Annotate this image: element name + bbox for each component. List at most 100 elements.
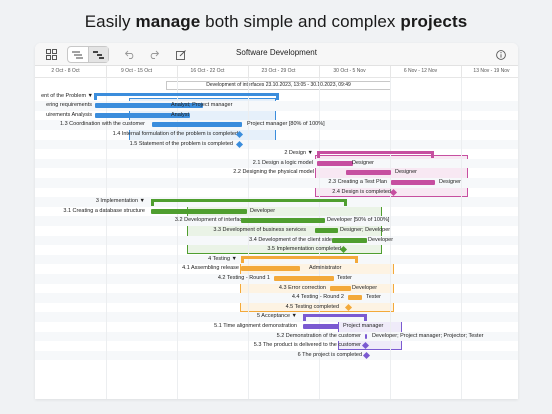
task-label[interactable]: 3.5 Implementation completed [267,246,341,253]
week-label: 13 Nov - 19 Nov [473,68,510,74]
task-bar[interactable] [330,285,351,291]
task-label[interactable]: 5.1 Time alignment demonstration [214,322,297,329]
summary-bar[interactable] [303,313,367,321]
headline-bold-1: manage [135,12,201,31]
task-label[interactable]: 1.4 Internal formulation of the problem … [112,130,238,137]
week-gridline [390,78,391,399]
week-gridline [177,78,178,399]
resource-label: Tester [366,294,381,301]
row-stripe [35,235,518,246]
task-label[interactable]: 6 The project is completed [297,351,362,358]
week-separator [177,66,178,78]
week-label: 6 Nov - 12 Nov [403,68,438,74]
summary-bar[interactable] [241,256,358,264]
task-bar[interactable] [151,208,247,214]
gantt-view-icon[interactable] [87,47,108,62]
task-label[interactable]: ent of the Problem ▼ [41,92,93,99]
row-stripe [35,350,518,361]
task-label[interactable]: 4.1 Assembling release [182,265,239,272]
task-bar[interactable] [315,227,338,233]
row-stripe [35,101,518,111]
task-label[interactable]: 2.3 Creating a Test Plan [328,178,387,185]
row-stripe [35,197,518,207]
task-label[interactable]: 2.2 Designing the physical model [233,169,314,176]
task-label[interactable]: 2 Design ▼ [284,150,313,157]
info-icon[interactable] [494,47,508,62]
task-bar[interactable] [391,179,435,185]
week-gridline [248,78,249,399]
task-bar[interactable] [152,122,242,128]
week-gridline [461,78,462,399]
app-window: Software Development 2 Oct - 8 Oct 9 Oct … [35,43,518,399]
task-bar[interactable] [241,266,300,272]
resource-label: Developer [250,207,276,214]
task-label[interactable]: 3.2 Development of interfaces [174,217,248,224]
week-separator [390,66,391,78]
resource-label: Developer [50% of 100%] [327,217,390,224]
week-gridline [319,78,320,399]
week-label: 2 Oct - 8 Oct [51,68,80,74]
task-label[interactable]: 3.4 Development of the client side [249,236,332,243]
task-tooltip: Development of interfaces 23.10.2023, 13… [166,81,391,90]
resource-label: Project manager [343,322,384,329]
summary-bar[interactable] [94,93,279,100]
task-label[interactable]: 4.4 Testing - Round 2 [291,294,344,301]
week-label: 30 Oct - 5 Nov [333,68,366,74]
undo-icon[interactable] [123,47,137,62]
gantt-chart: Development of interfaces 23.10.2023, 13… [35,78,518,399]
task-bar[interactable] [348,295,362,301]
headline-bold-2: projects [400,12,468,31]
task-bar[interactable] [332,237,367,243]
resource-label: Developer; Project manager; Projector; T… [372,332,484,339]
task-label[interactable]: 3 Implementation ▼ [95,198,145,205]
task-bar[interactable] [317,160,353,166]
row-stripe [35,139,518,150]
row-stripe [35,177,518,188]
task-label[interactable]: 4 Testing ▼ [208,255,237,262]
week-separator [248,66,249,78]
task-bar[interactable] [241,218,325,224]
task-label[interactable]: 5.3 The product is delivered to the cust… [253,342,361,349]
summary-bar[interactable] [151,198,347,206]
task-label[interactable]: uirements Analysis [46,111,92,118]
list-view-icon[interactable] [68,47,88,62]
week-label: 16 Oct - 22 Oct [190,68,225,74]
resource-label: Designer [395,169,418,176]
task-bar[interactable] [365,333,367,339]
task-label[interactable]: 1.5 Statement of the problem is complete… [129,140,233,147]
task-label[interactable]: 3.1 Creating a database structure [63,207,145,214]
task-label[interactable]: 4.2 Testing - Round 1 [217,274,270,281]
resource-label: Tester [337,274,352,281]
task-label[interactable]: ering requirements [46,102,92,109]
grid-icon[interactable] [44,47,58,62]
redo-icon[interactable] [147,47,161,62]
headline-text-1: Easily [84,12,136,31]
task-label[interactable]: 4.3 Error correction [278,284,326,291]
task-bar[interactable] [303,323,339,329]
week-separator [461,66,462,78]
resource-label: Analyst [171,111,190,118]
task-label[interactable]: 2.4 Design is completed [332,188,391,195]
task-label[interactable]: 1.3 Coordination with the customer [60,121,145,128]
task-label[interactable]: 3.3 Development of business services [213,226,306,233]
row-stripe [35,158,518,169]
task-label[interactable]: 5 Acceptance ▼ [257,313,297,320]
week-separator [319,66,320,78]
headline-text-2: both simple and complex [200,12,401,31]
row-stripe [35,312,518,322]
task-label[interactable]: 5.2 Demonstration of the customer [276,332,361,339]
week-gridline [106,78,107,399]
task-bar[interactable] [95,103,203,109]
task-bar[interactable] [95,112,190,118]
resource-label: Designer [352,159,375,166]
headline: Easily manage both simple and complex pr… [0,12,552,32]
resource-label: Administrator [309,265,342,272]
task-label[interactable]: 2.1 Design a logic model [252,159,313,166]
edit-icon[interactable] [174,47,188,62]
view-toggle[interactable] [67,46,109,63]
summary-bar[interactable] [317,150,434,158]
task-label[interactable]: 4.5 Testing completed [285,303,339,310]
task-bar[interactable] [274,275,334,281]
task-bar[interactable] [346,170,391,176]
toolbar: Software Development [35,43,518,66]
